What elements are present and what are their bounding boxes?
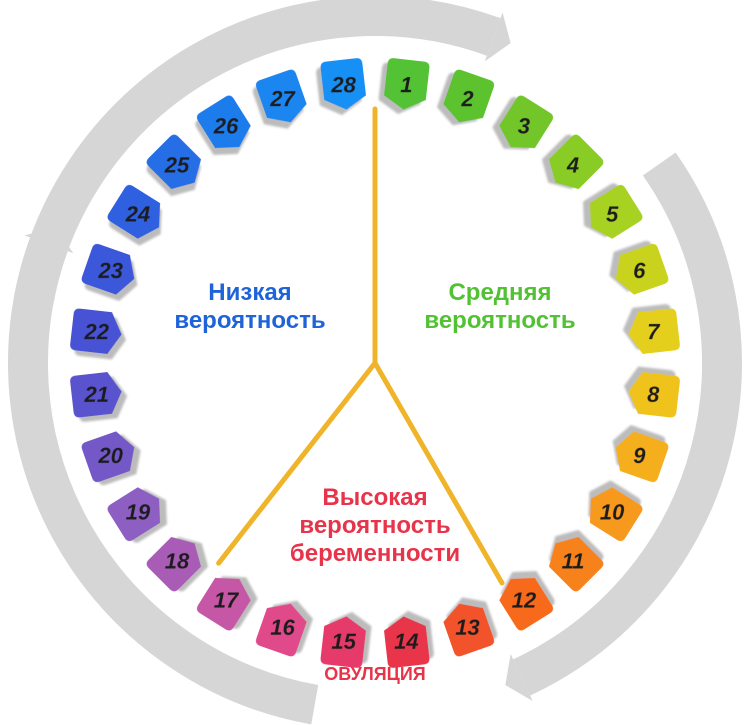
day-segment: 16 (254, 597, 310, 658)
day-segment: 7 (626, 308, 680, 355)
label-high: Высокаявероятностьбеременности (290, 484, 460, 567)
day-segment: 3 (493, 94, 555, 159)
label-high-line: Высокая (322, 484, 427, 511)
day-segment: 5 (580, 183, 645, 245)
day-number: 23 (97, 258, 122, 283)
day-number: 28 (330, 72, 356, 97)
day-number: 7 (647, 319, 661, 344)
day-segment: 27 (254, 68, 310, 129)
day-number: 16 (270, 615, 295, 640)
day-number: 27 (269, 86, 296, 111)
day-segment: 28 (320, 58, 367, 112)
day-segment: 15 (320, 614, 367, 668)
label-medium-line: Средняя (448, 279, 551, 306)
day-number: 21 (84, 382, 109, 407)
day-segment: 12 (493, 568, 555, 633)
day-segment: 18 (144, 528, 209, 593)
day-segment: 26 (195, 94, 257, 159)
day-segment: 11 (540, 528, 605, 593)
label-low-line: Низкая (208, 279, 291, 306)
day-number: 2 (460, 86, 474, 111)
label-medium: Средняявероятность (424, 279, 575, 334)
day-number: 10 (600, 499, 625, 524)
day-number: 3 (518, 113, 530, 138)
label-medium-line: вероятность (424, 307, 575, 334)
day-segment: 8 (626, 371, 680, 418)
day-segment: 10 (580, 481, 645, 543)
day-number: 20 (97, 443, 123, 468)
day-number: 8 (647, 382, 660, 407)
label-high-line: беременности (290, 540, 460, 567)
day-segment: 14 (383, 614, 430, 668)
day-number: 26 (213, 113, 239, 138)
day-segment: 25 (144, 132, 209, 197)
day-number: 1 (400, 72, 412, 97)
day-number: 19 (126, 499, 151, 524)
day-segment: 20 (80, 427, 141, 483)
swirl-arc (522, 164, 722, 678)
day-number: 6 (633, 258, 646, 283)
diagram-svg: 1234567891011121314151617181920212223242… (0, 0, 750, 726)
day-segment: 6 (609, 242, 670, 298)
day-number: 25 (164, 153, 190, 178)
day-segment: 9 (609, 427, 670, 483)
day-number: 14 (394, 629, 418, 654)
day-number: 18 (165, 548, 190, 573)
day-segment: 23 (80, 242, 141, 298)
day-segment: 19 (106, 481, 171, 543)
day-number: 17 (214, 588, 240, 613)
label-high-line: вероятность (299, 512, 450, 539)
day-number: 4 (566, 153, 579, 178)
day-segment: 2 (439, 68, 495, 129)
day-segment: 4 (540, 132, 605, 197)
ovulation-label: ОВУЛЯЦИЯ (324, 664, 425, 684)
day-number: 22 (84, 319, 110, 344)
day-segment: 17 (195, 568, 257, 633)
day-segment: 21 (70, 371, 124, 418)
day-segment: 1 (383, 58, 430, 112)
day-number: 24 (125, 202, 150, 227)
day-segment: 22 (70, 308, 124, 355)
day-number: 12 (512, 588, 537, 613)
day-segment: 13 (439, 597, 495, 658)
label-low-line: вероятность (174, 307, 325, 334)
cycle-diagram: 1234567891011121314151617181920212223242… (0, 0, 750, 726)
day-number: 5 (606, 202, 619, 227)
day-number: 9 (633, 443, 646, 468)
day-number: 13 (455, 615, 479, 640)
day-number: 11 (562, 548, 585, 573)
day-segment: 24 (106, 183, 171, 245)
label-low: Низкаявероятность (174, 279, 325, 334)
day-number: 15 (331, 629, 356, 654)
